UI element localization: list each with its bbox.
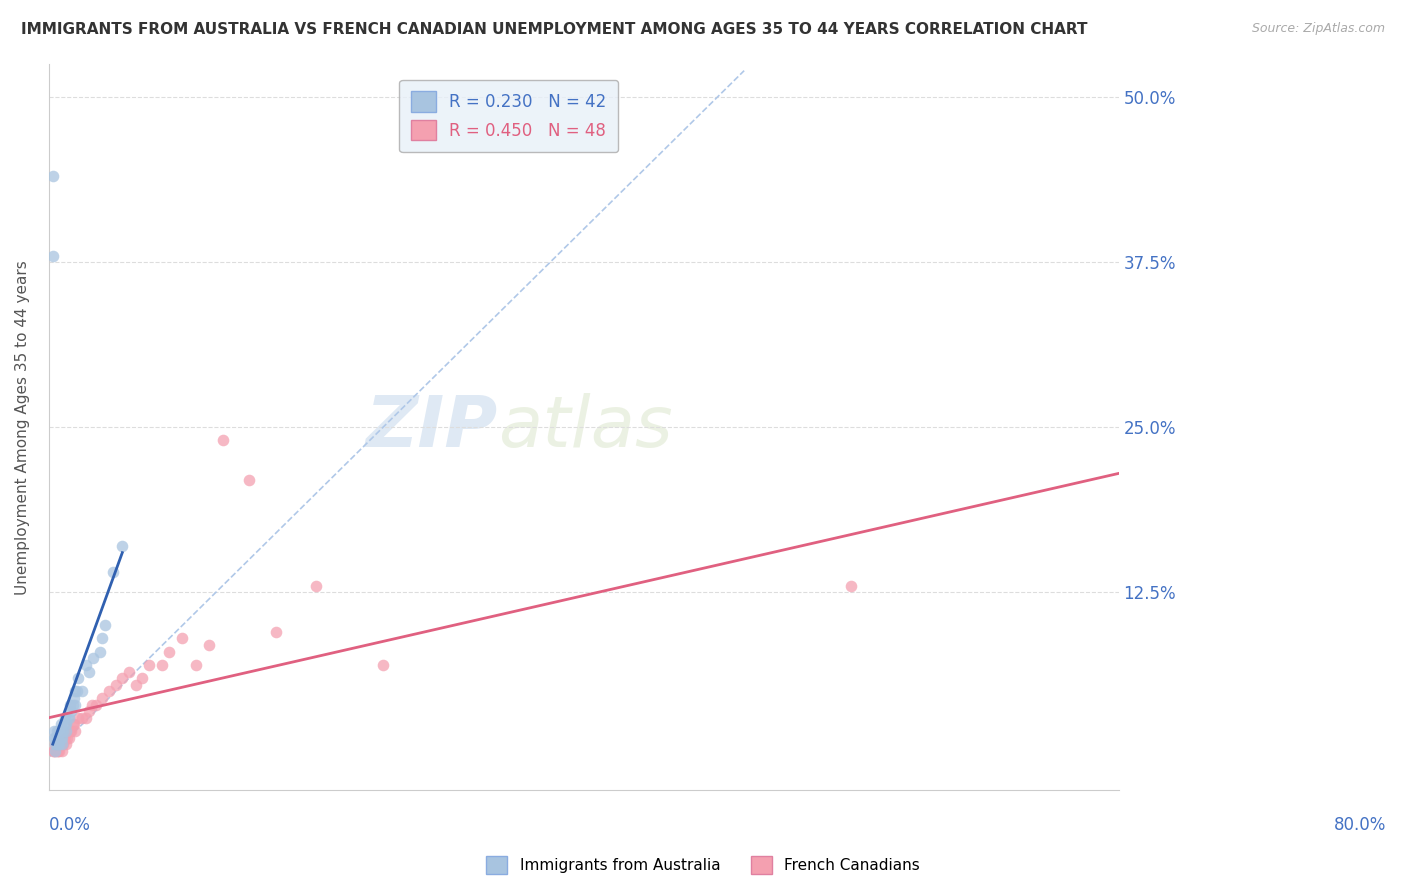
Point	[56, 711, 79, 725]
Point	[59, 698, 82, 712]
Point	[48, 723, 70, 738]
Point	[62, 717, 84, 731]
Point	[67, 711, 90, 725]
Point	[77, 704, 100, 718]
Point	[49, 717, 72, 731]
Point	[45, 744, 67, 758]
Point	[184, 657, 207, 672]
Point	[53, 711, 76, 725]
Point	[70, 711, 93, 725]
Point	[264, 624, 287, 639]
Point	[46, 731, 69, 745]
Point	[60, 723, 83, 738]
Point	[75, 657, 97, 672]
Point	[49, 731, 72, 745]
Point	[839, 579, 862, 593]
Point	[67, 671, 90, 685]
Point	[65, 723, 87, 738]
Point	[58, 731, 80, 745]
Point	[111, 671, 134, 685]
Text: ZIP: ZIP	[366, 392, 498, 462]
Point	[51, 744, 73, 758]
Point	[94, 618, 117, 632]
Point	[53, 717, 76, 731]
Point	[172, 632, 194, 646]
Point	[46, 744, 69, 758]
Point	[48, 737, 70, 751]
Point	[62, 698, 84, 712]
Point	[238, 473, 260, 487]
Point	[51, 731, 73, 745]
Point	[84, 698, 107, 712]
Point	[48, 744, 70, 758]
Point	[131, 671, 153, 685]
Point	[101, 566, 124, 580]
Point	[45, 737, 67, 751]
Point	[42, 744, 65, 758]
Point	[44, 744, 66, 758]
Point	[42, 731, 65, 745]
Point	[59, 723, 82, 738]
Point	[44, 737, 66, 751]
Y-axis label: Unemployment Among Ages 35 to 44 years: Unemployment Among Ages 35 to 44 years	[15, 260, 30, 595]
Point	[118, 665, 141, 679]
Point	[66, 684, 89, 698]
Point	[124, 678, 146, 692]
Point	[44, 737, 66, 751]
Point	[82, 651, 104, 665]
Point	[157, 645, 180, 659]
Point	[51, 737, 73, 751]
Text: 0.0%: 0.0%	[49, 816, 90, 834]
Text: Source: ZipAtlas.com: Source: ZipAtlas.com	[1251, 22, 1385, 36]
Point	[53, 731, 76, 745]
Text: IMMIGRANTS FROM AUSTRALIA VS FRENCH CANADIAN UNEMPLOYMENT AMONG AGES 35 TO 44 YE: IMMIGRANTS FROM AUSTRALIA VS FRENCH CANA…	[21, 22, 1088, 37]
Point	[51, 723, 73, 738]
Point	[111, 539, 134, 553]
Point	[198, 638, 221, 652]
Point	[48, 737, 70, 751]
Point	[52, 723, 75, 738]
Point	[80, 698, 103, 712]
Point	[52, 737, 75, 751]
Point	[42, 169, 65, 184]
Point	[60, 704, 83, 718]
Point	[42, 248, 65, 262]
Point	[42, 744, 65, 758]
Point	[45, 737, 67, 751]
Point	[77, 665, 100, 679]
Point	[44, 744, 66, 758]
Point	[65, 684, 87, 698]
Point	[63, 717, 86, 731]
Point	[97, 684, 120, 698]
Point	[371, 657, 394, 672]
Point	[56, 731, 79, 745]
Point	[51, 737, 73, 751]
Point	[91, 690, 114, 705]
Point	[58, 711, 80, 725]
Point	[42, 723, 65, 738]
Point	[70, 684, 93, 698]
Text: atlas: atlas	[498, 392, 672, 462]
Point	[55, 723, 77, 738]
Legend: R = 0.230   N = 42, R = 0.450   N = 48: R = 0.230 N = 42, R = 0.450 N = 48	[399, 79, 619, 152]
Point	[152, 657, 174, 672]
Point	[104, 678, 127, 692]
Point	[46, 737, 69, 751]
Point	[91, 632, 114, 646]
Point	[44, 731, 66, 745]
Point	[46, 737, 69, 751]
Point	[55, 717, 77, 731]
Point	[63, 690, 86, 705]
Point	[55, 737, 77, 751]
Point	[45, 723, 67, 738]
Point	[65, 698, 87, 712]
Point	[49, 737, 72, 751]
Legend: Immigrants from Australia, French Canadians: Immigrants from Australia, French Canadi…	[479, 850, 927, 880]
Point	[138, 657, 160, 672]
Point	[211, 434, 233, 448]
Text: 80.0%: 80.0%	[1334, 816, 1386, 834]
Point	[305, 579, 328, 593]
Point	[89, 645, 111, 659]
Point	[75, 711, 97, 725]
